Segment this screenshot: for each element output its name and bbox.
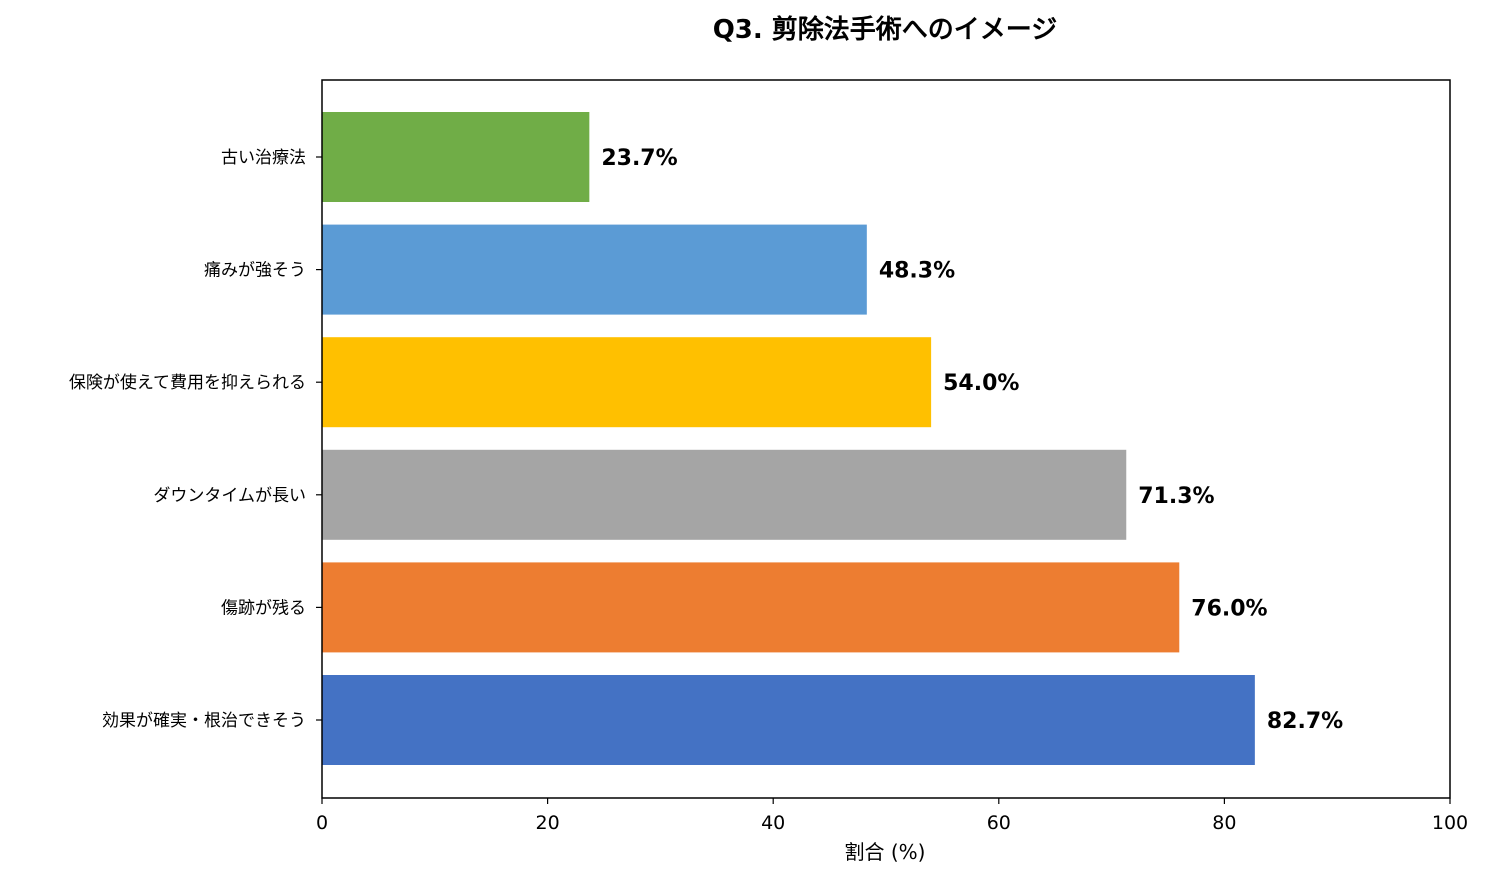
category-label: 痛みが強そう [204, 261, 306, 281]
x-axis-ticks: 0 20 40 60 80 100 [316, 798, 1468, 834]
plot-frame [321, 79, 1451, 799]
x-tick-label: 0 [316, 812, 328, 834]
bar-value-label: 23.7% [601, 146, 677, 171]
category-label: 効果が確実・根治できそう [102, 711, 306, 731]
value-labels-layer: 23.7% 48.3% 54.0% 71.3% 76.0% 82.7% [601, 146, 1343, 734]
bars-layer [322, 112, 1255, 765]
category-label: 古い治療法 [221, 148, 306, 168]
bar [322, 337, 932, 428]
bar [322, 112, 590, 202]
x-tick-label: 60 [987, 812, 1011, 834]
bar-value-label: 71.3% [1138, 484, 1214, 509]
category-label: 保険が使えて費用を抑えられる [69, 372, 306, 393]
category-label: ダウンタイムが長い [153, 486, 306, 506]
x-tick-label: 80 [1212, 812, 1236, 834]
bar-value-label: 76.0% [1191, 596, 1267, 621]
bar [322, 224, 867, 315]
bar-value-label: 82.7% [1267, 709, 1343, 734]
bar [322, 675, 1255, 765]
chart-title: Q3. 剪除法手術へのイメージ [713, 14, 1058, 45]
bar [322, 449, 1127, 540]
category-labels-layer: 古い治療法痛みが強そう保険が使えて費用を抑えられるダウンタイムが長い傷跡が残る効… [69, 148, 322, 731]
bar-value-label: 48.3% [879, 259, 955, 284]
bar-value-label: 54.0% [943, 371, 1019, 396]
x-axis-label: 割合 (%) [845, 840, 926, 864]
bar [322, 562, 1180, 653]
category-label: 傷跡が残る [221, 598, 306, 618]
x-tick-label: 40 [761, 812, 785, 834]
x-tick-label: 20 [536, 812, 560, 834]
x-tick-label: 100 [1432, 812, 1468, 834]
